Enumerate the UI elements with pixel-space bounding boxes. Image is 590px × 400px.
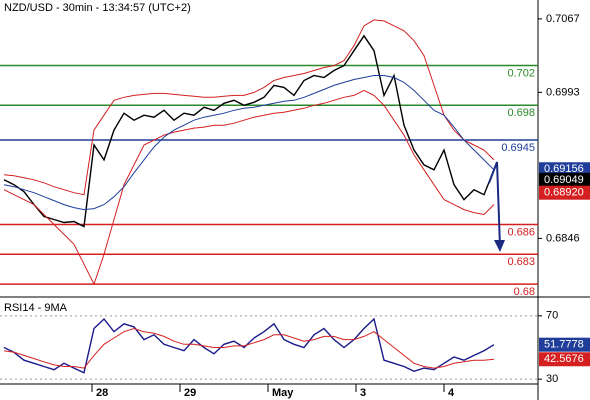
level-label: 0.698 (507, 107, 535, 119)
arrow-head (494, 240, 505, 252)
rsi-title: RSI14 - 9MA (4, 302, 68, 314)
price-marker-label: 51.7778 (544, 339, 584, 351)
series-line (3, 89, 495, 286)
price-marker-label: 0.69156 (544, 163, 584, 175)
price-marker (539, 162, 590, 177)
series-line (3, 75, 495, 211)
forecast-arrow (488, 161, 501, 248)
y-tick-label: 0.6993 (546, 86, 580, 98)
y-tick-label: 30 (546, 373, 558, 385)
series-line (3, 34, 495, 228)
price-marker-label: 0.69049 (544, 174, 584, 186)
x-tick-label: 29 (184, 387, 196, 399)
y-tick-label: 70 (546, 310, 558, 322)
x-tick-label: 28 (96, 387, 108, 399)
level-label: 0.6945 (501, 142, 535, 154)
price-marker (539, 172, 590, 187)
price-marker-label: 42.5676 (544, 353, 584, 365)
level-label: 0.702 (507, 67, 535, 79)
y-tick-label: 0.6846 (546, 232, 580, 244)
y-tick-label: 0.7067 (546, 13, 580, 25)
x-tick-label: May (272, 387, 294, 399)
price-marker-label: 0.68920 (544, 187, 584, 199)
chart-title: NZD/USD - 30min - 13:34:57 (UTC+2) (4, 2, 191, 14)
level-label: 0.686 (507, 226, 535, 238)
price-marker (539, 352, 590, 367)
price-marker (539, 337, 590, 352)
level-label: 0.68 (514, 286, 535, 298)
price-marker (539, 185, 590, 200)
series-line (3, 19, 495, 196)
series-line (3, 327, 495, 369)
x-tick-label: 4 (448, 387, 455, 399)
level-label: 0.683 (507, 256, 535, 268)
x-tick-label: 3 (360, 387, 366, 399)
